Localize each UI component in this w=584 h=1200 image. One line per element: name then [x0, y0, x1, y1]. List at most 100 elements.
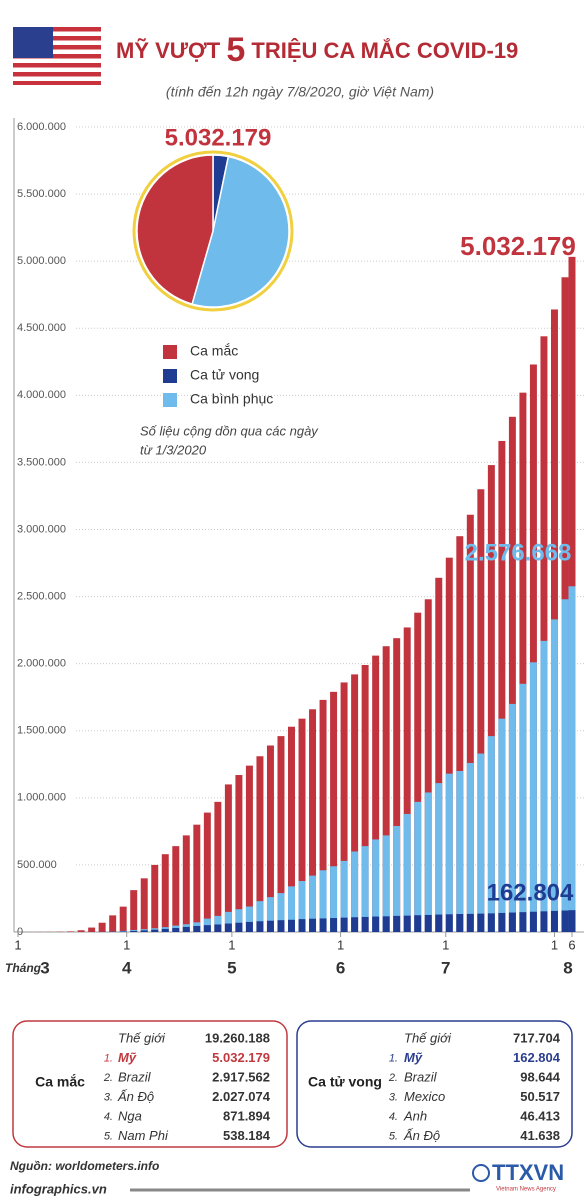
bar	[561, 910, 569, 932]
bar	[340, 860, 348, 932]
bar	[568, 910, 576, 932]
x-tick-label: 1	[123, 937, 130, 952]
month-label: 4	[122, 958, 132, 977]
bar	[487, 465, 495, 932]
bar	[508, 703, 516, 932]
bar	[77, 930, 85, 932]
bar	[256, 901, 264, 932]
bar	[161, 928, 169, 932]
country: Brazil	[404, 1069, 438, 1084]
value: 19.260.188	[205, 1030, 270, 1045]
y-tick-label: 6.000.000	[17, 121, 66, 133]
y-tick-label: 4.000.000	[17, 389, 66, 401]
bar	[435, 783, 443, 932]
bar	[372, 839, 380, 932]
bar	[161, 854, 169, 932]
site: infographics.vn	[10, 1181, 107, 1196]
table-box	[12, 1020, 288, 1148]
y-tick-label: 5.000.000	[17, 255, 66, 267]
annotation: 162.804	[487, 879, 574, 906]
bar	[172, 846, 180, 932]
pie-title: 5.032.179	[165, 124, 272, 151]
bar	[498, 912, 506, 932]
source: Nguồn: worldometers.info	[10, 1159, 159, 1173]
x-tick-label: 1	[551, 937, 558, 952]
country: Brazil	[118, 1069, 152, 1084]
bar	[498, 718, 506, 932]
bar	[540, 336, 548, 932]
value: 5.032.179	[212, 1050, 270, 1065]
legend-label: Ca mắc	[190, 343, 238, 359]
bar	[372, 655, 380, 932]
bar	[487, 913, 495, 932]
bar	[67, 931, 75, 932]
bar	[445, 914, 453, 932]
x-tick-label: 6	[568, 937, 575, 952]
bar	[561, 599, 569, 932]
bar	[466, 514, 474, 932]
y-tick-label: 3.500.000	[17, 456, 66, 468]
bar	[382, 916, 390, 932]
note: từ 1/3/2020	[140, 442, 207, 457]
bar	[435, 914, 443, 932]
y-tick-label: 1.000.000	[17, 792, 66, 804]
bar	[414, 612, 422, 932]
country: Mỹ	[118, 1050, 137, 1065]
bar	[235, 775, 243, 932]
bar	[266, 920, 274, 932]
bar	[498, 440, 506, 932]
country: Anh	[403, 1108, 427, 1123]
bar	[351, 674, 359, 932]
note: Số liệu cộng dồn qua các ngày	[140, 423, 319, 438]
bar	[277, 920, 285, 932]
bar	[477, 489, 485, 932]
table-title: Ca mắc	[35, 1073, 85, 1090]
rank: 4.	[104, 1111, 113, 1123]
rank: 5.	[389, 1130, 398, 1142]
tables: Ca mắc Thế giới 19.260.188 1. Mỹ 5.032.179 2. B…	[12, 1020, 573, 1148]
bar	[403, 915, 411, 932]
bar	[224, 923, 232, 932]
y-tick-label: 1.500.000	[17, 725, 66, 737]
bar	[203, 812, 211, 932]
bar	[182, 926, 190, 932]
bar	[182, 835, 190, 932]
value: 2.917.562	[212, 1069, 270, 1084]
bar	[256, 756, 264, 932]
bar	[245, 921, 253, 932]
bar	[214, 924, 222, 932]
bar	[193, 925, 201, 932]
month-label: 7	[441, 958, 450, 977]
bar	[319, 699, 327, 932]
rank: 3.	[104, 1091, 113, 1103]
month-label: 6	[336, 958, 345, 977]
bar	[309, 918, 317, 932]
legend-swatch	[163, 345, 177, 359]
bar	[477, 913, 485, 932]
bar	[288, 919, 295, 932]
rank: 5.	[104, 1130, 113, 1142]
bar	[330, 691, 338, 932]
bar	[330, 918, 338, 932]
bar	[540, 911, 548, 932]
value: 46.413	[520, 1108, 560, 1123]
y-tick-label: 500.000	[17, 859, 57, 871]
bar	[466, 762, 474, 932]
bar	[540, 640, 548, 932]
country: Nam Phi	[118, 1128, 169, 1143]
pie-slice	[136, 154, 214, 305]
value: 871.894	[223, 1108, 271, 1123]
bar	[393, 826, 401, 932]
bar	[130, 930, 138, 932]
bar	[550, 619, 558, 932]
bar	[235, 909, 243, 932]
bar	[456, 914, 464, 932]
bar	[245, 906, 253, 932]
pie-slice	[191, 155, 290, 308]
bar	[266, 745, 274, 932]
bar	[445, 557, 453, 932]
agency: Vietnam News Agency	[496, 1187, 556, 1193]
bar	[319, 870, 327, 932]
